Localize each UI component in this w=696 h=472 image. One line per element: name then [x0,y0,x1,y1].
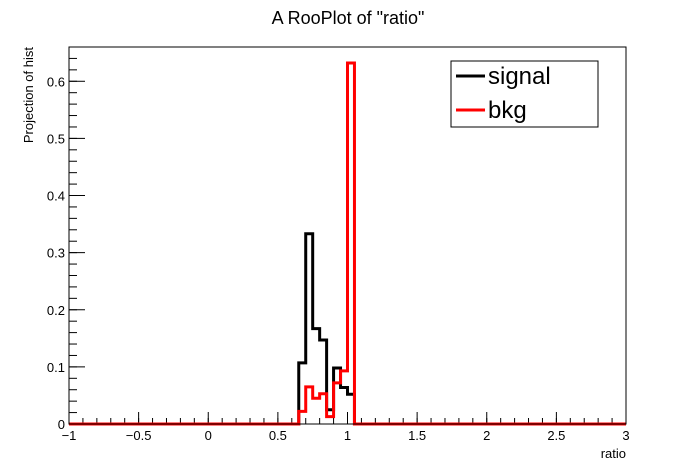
series-layer [69,61,626,426]
x-tick-label: −0.5 [126,428,152,443]
y-tick-label: 0.4 [47,189,65,204]
legend-label-bkg: bkg [488,97,527,124]
x-tick-label: 0 [205,428,212,443]
legend-box [450,60,599,128]
y-tick-label: 0.1 [47,360,65,375]
x-axis-label: ratio [601,446,626,461]
x-tick-label: 1.5 [408,428,426,443]
x-tick-label: 2 [483,428,490,443]
legend-label-signal: signal [488,63,551,90]
y-tick-label: 0.6 [47,74,65,89]
series-bkg [69,61,626,426]
chart-title: A RooPlot of "ratio" [272,8,425,28]
x-tick-label: 2.5 [547,428,565,443]
y-tick-label: 0 [58,417,65,432]
legend: signal bkg [450,60,599,128]
x-tick-labels: −1 −0.5 0 0.5 1 1.5 2 2.5 3 [62,428,630,443]
y-tick-label: 0.5 [47,131,65,146]
y-axis-label: Projection of hist [21,47,36,143]
y-tick-labels: 0 0.1 0.2 0.3 0.4 0.5 0.6 [47,74,65,432]
x-tick-label: 1 [344,428,351,443]
x-tick-label: −1 [62,428,77,443]
y-tick-label: 0.2 [47,303,65,318]
x-tick-label: 3 [622,428,629,443]
plot-frame [68,46,627,425]
x-tick-label: 0.5 [269,428,287,443]
y-tick-label: 0.3 [47,246,65,261]
